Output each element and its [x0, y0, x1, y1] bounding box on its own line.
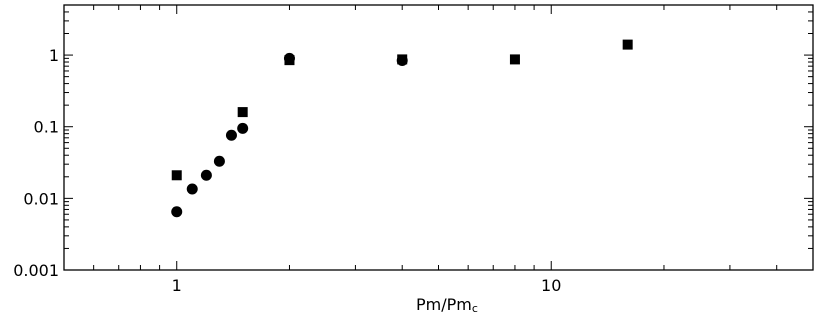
y-tick-label: 1 [49, 46, 59, 65]
square-marker [237, 107, 248, 118]
square-marker [509, 54, 520, 65]
y-tick-label: 0.001 [13, 261, 59, 280]
axis-ticks [63, 4, 814, 271]
circle-marker [213, 155, 225, 167]
circle-marker [225, 129, 237, 141]
circle-marker [171, 206, 183, 218]
y-tick-label: 0.1 [34, 118, 59, 137]
x-tick-label: 1 [172, 276, 182, 295]
x-tick-label: 10 [541, 276, 561, 295]
circle-marker [200, 169, 212, 181]
plot-frame [63, 4, 814, 271]
y-tick-labels: 0.001 0.01 0.1 1 [13, 46, 59, 280]
data-markers [171, 39, 633, 218]
square-marker [171, 170, 182, 181]
y-tick-label: 0.01 [23, 189, 59, 208]
x-axis-label: Pm/Pmc [0, 295, 815, 315]
x-axis-label-subscript: c [471, 302, 478, 315]
circle-marker [186, 183, 198, 195]
x-tick-labels: 1 10 [172, 276, 562, 295]
circle-marker [283, 52, 295, 64]
square-marker [622, 39, 633, 50]
circle-marker [396, 55, 408, 67]
x-axis-label-main: Pm/Pm [416, 295, 472, 314]
circle-marker [237, 122, 249, 134]
